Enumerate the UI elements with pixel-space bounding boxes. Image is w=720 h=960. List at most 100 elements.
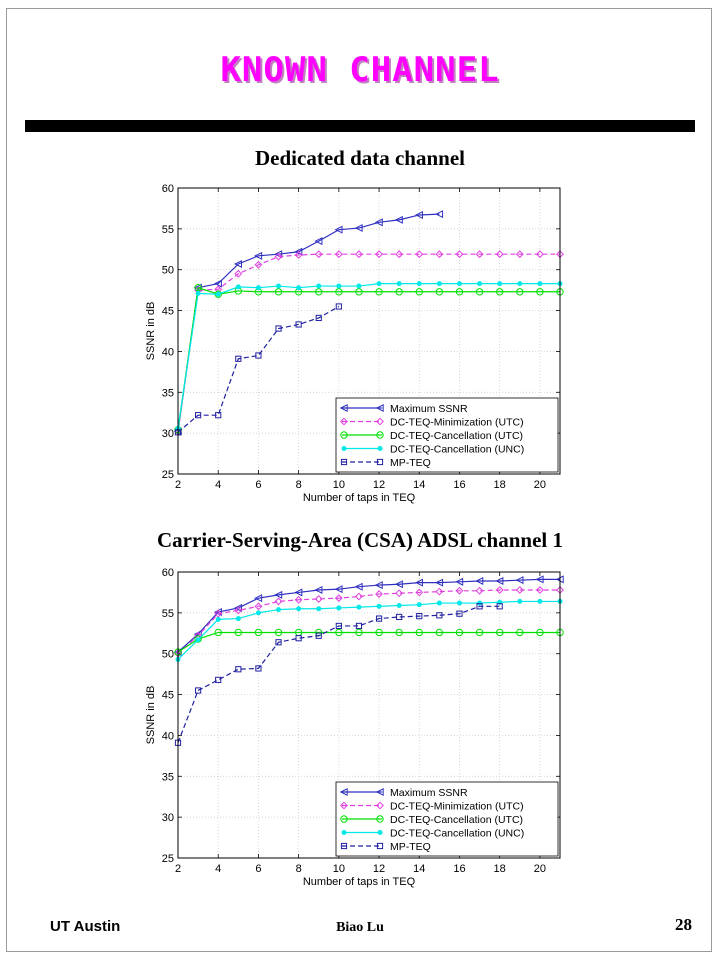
data-point bbox=[475, 250, 484, 259]
data-point bbox=[315, 632, 322, 639]
data-point bbox=[495, 586, 504, 594]
data-point bbox=[274, 590, 283, 599]
y-tick-label: 30 bbox=[162, 812, 174, 824]
data-point bbox=[294, 247, 303, 256]
data-point bbox=[213, 279, 222, 288]
data-point bbox=[455, 628, 464, 637]
data-point bbox=[275, 639, 282, 646]
data-point bbox=[316, 283, 322, 289]
data-point bbox=[375, 288, 383, 296]
data-point bbox=[355, 288, 363, 296]
data-point bbox=[314, 585, 323, 594]
data-point bbox=[536, 628, 544, 637]
axes: 2 4 6 8 10 12 14 16 18 20 25 30 35 40 45 50 55 60 Number o… bbox=[145, 567, 560, 888]
data-point bbox=[477, 600, 483, 606]
data-point bbox=[215, 676, 222, 683]
data-point bbox=[375, 615, 383, 622]
data-point bbox=[515, 586, 524, 594]
y-tick-label: 45 bbox=[162, 690, 174, 702]
x-tick-label: 20 bbox=[534, 863, 546, 875]
y-tick-label: 35 bbox=[162, 771, 174, 783]
data-point bbox=[335, 628, 343, 637]
legend-swatch-marker bbox=[340, 801, 348, 810]
data-point bbox=[255, 610, 261, 616]
data-point bbox=[516, 628, 524, 637]
data-point bbox=[395, 589, 404, 598]
chart-1-plot: 2 4 6 8 10 12 14 16 18 20 25 30 35 40 45 50 55 60 Number o… bbox=[145, 183, 564, 504]
data-point bbox=[334, 250, 343, 259]
data-point bbox=[334, 594, 343, 603]
data-point bbox=[414, 578, 423, 587]
y-tick-label: 60 bbox=[162, 183, 174, 195]
data-point bbox=[234, 606, 243, 615]
data-point bbox=[276, 283, 282, 289]
y-axis-label: SSNR in dB bbox=[145, 302, 157, 361]
data-point bbox=[455, 288, 464, 296]
data-point bbox=[477, 281, 483, 287]
data-point bbox=[516, 288, 524, 296]
legend-swatch-marker bbox=[376, 842, 384, 850]
data-point bbox=[233, 603, 243, 612]
data-point bbox=[334, 585, 343, 594]
x-tick-label: 16 bbox=[453, 863, 465, 875]
data-point bbox=[435, 578, 444, 587]
series-1 bbox=[174, 586, 564, 658]
footer-institution: UT Austin bbox=[50, 918, 121, 935]
x-tick-label: 8 bbox=[296, 479, 302, 491]
legend-swatch-marker bbox=[376, 417, 384, 426]
y-tick-label: 50 bbox=[162, 649, 174, 661]
data-point bbox=[476, 603, 483, 610]
data-point bbox=[515, 576, 524, 585]
data-point bbox=[475, 576, 484, 585]
data-point bbox=[336, 605, 342, 611]
data-point bbox=[354, 224, 363, 233]
plot-frame bbox=[177, 187, 561, 475]
legend-swatch-marker bbox=[341, 446, 347, 451]
data-point bbox=[535, 575, 544, 584]
legend-swatch-marker bbox=[376, 815, 384, 823]
data-point bbox=[296, 285, 302, 291]
legend-swatch-marker bbox=[376, 431, 384, 439]
series-line bbox=[177, 305, 340, 433]
y-tick-label: 55 bbox=[162, 224, 174, 236]
data-point bbox=[435, 628, 444, 637]
data-point bbox=[215, 616, 221, 622]
data-point bbox=[435, 587, 444, 596]
data-point bbox=[195, 637, 201, 643]
data-point bbox=[215, 291, 221, 297]
y-tick-label: 30 bbox=[162, 428, 174, 440]
x-tick-label: 12 bbox=[373, 479, 385, 491]
x-tick-label: 10 bbox=[333, 863, 345, 875]
data-point bbox=[517, 598, 523, 604]
data-point bbox=[495, 628, 504, 637]
x-axis-label: Number of taps in TEQ bbox=[303, 492, 416, 504]
data-point bbox=[355, 250, 363, 259]
data-point bbox=[436, 281, 442, 287]
data-point bbox=[537, 598, 543, 604]
y-tick-label: 25 bbox=[162, 469, 174, 481]
series-0 bbox=[173, 210, 444, 436]
legend-label: DC-TEQ-Cancellation (UTC) bbox=[390, 430, 523, 442]
data-point bbox=[233, 259, 243, 269]
data-point bbox=[394, 215, 403, 224]
axes: 2 4 6 8 10 12 14 16 18 20 25 30 35 40 45 50 55 60 Number o… bbox=[145, 183, 560, 504]
legend-swatch-marker bbox=[339, 787, 348, 797]
y-tick-label: 40 bbox=[162, 346, 174, 358]
legend-swatch-marker bbox=[377, 446, 383, 451]
data-point bbox=[356, 604, 362, 610]
data-point bbox=[314, 237, 323, 246]
legend-swatch-marker bbox=[375, 787, 384, 797]
data-point bbox=[455, 586, 464, 595]
data-point bbox=[456, 281, 462, 287]
legend-label: MP-TEQ bbox=[390, 457, 431, 469]
data-point bbox=[394, 580, 403, 589]
slide-frame bbox=[6, 8, 712, 952]
series-line bbox=[177, 600, 560, 660]
x-tick-label: 14 bbox=[413, 479, 425, 491]
data-point bbox=[214, 609, 223, 618]
legend-swatch-marker bbox=[340, 431, 348, 439]
x-axis-label: Number of taps in TEQ bbox=[303, 876, 416, 888]
data-point bbox=[415, 288, 423, 296]
